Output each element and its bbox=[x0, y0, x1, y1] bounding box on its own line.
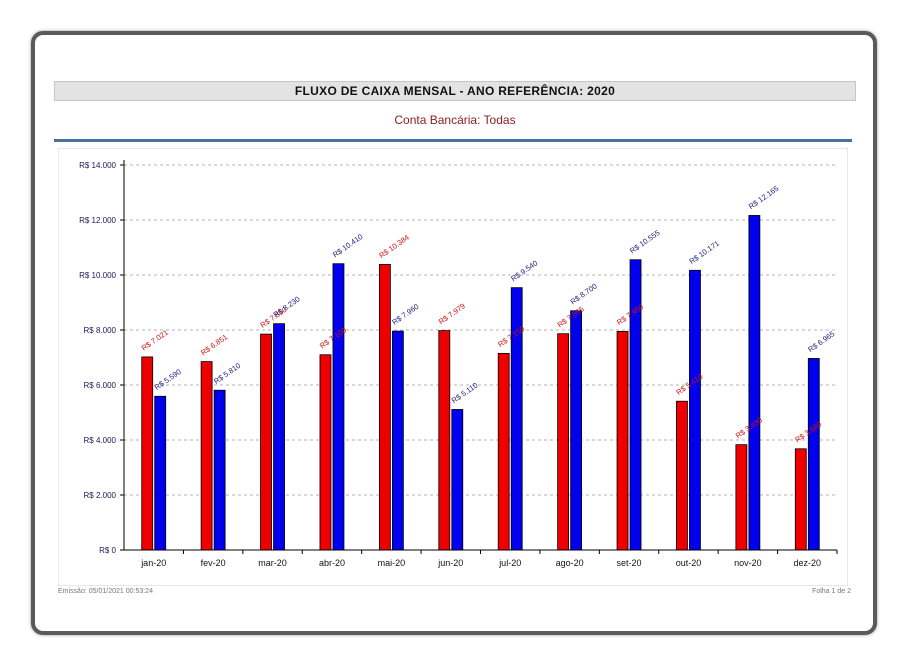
bar-series-1 bbox=[438, 330, 451, 551]
page-number: Folha 1 de 2 bbox=[812, 588, 851, 595]
x-tick-label: ago-20 bbox=[556, 558, 584, 568]
bar-series-2 bbox=[391, 330, 404, 551]
y-tick-label: R$ 14.000 bbox=[79, 161, 116, 170]
emission-timestamp: Emissão: 05/01/2021 00:53:24 bbox=[58, 588, 153, 595]
y-tick-label: R$ 0 bbox=[99, 546, 116, 555]
bar-series-2 bbox=[451, 409, 464, 551]
bar-series-1 bbox=[319, 354, 332, 551]
cash-flow-bar-chart: R$ 0 R$ 2.000 R$ 4.000 R$ 6.000 R$ 8.000 R$ 1… bbox=[58, 148, 848, 586]
x-tick-label: fev-20 bbox=[201, 558, 226, 568]
bar-series-1 bbox=[141, 356, 154, 551]
title-divider bbox=[54, 139, 852, 142]
y-tick-label: R$ 6.000 bbox=[84, 381, 117, 390]
x-tick-label: mai-20 bbox=[378, 558, 406, 568]
x-tick-label: nov-20 bbox=[734, 558, 762, 568]
bar-series-1 bbox=[200, 361, 213, 551]
report-title: FLUXO DE CAIXA MENSAL - ANO REFERÊNCIA: … bbox=[54, 81, 856, 101]
y-tick-label: R$ 4.000 bbox=[84, 436, 117, 445]
bar-series-1 bbox=[735, 444, 748, 551]
x-tick-label: jul-20 bbox=[498, 558, 521, 568]
bar-series-2 bbox=[807, 358, 820, 551]
bar-series-1 bbox=[378, 264, 391, 551]
y-tick-label: R$ 10.000 bbox=[79, 271, 116, 280]
bar-series-2 bbox=[748, 215, 761, 551]
bars bbox=[141, 215, 820, 551]
y-axis: R$ 0 R$ 2.000 R$ 4.000 R$ 6.000 R$ 8.000 R$ 1… bbox=[79, 160, 125, 555]
x-tick-label: out-20 bbox=[676, 558, 702, 568]
grid-lines bbox=[124, 164, 837, 496]
bar-series-1 bbox=[260, 333, 272, 551]
bar-series-1 bbox=[794, 448, 807, 551]
x-tick-label: jun-20 bbox=[437, 558, 463, 568]
x-tick-label: jan-20 bbox=[140, 558, 166, 568]
x-axis: jan-20 fev-20 mar-20 abr-20 mai-20 jun-20 jul-… bbox=[124, 549, 838, 568]
report-subtitle: Conta Bancária: Todas bbox=[394, 113, 516, 127]
bar-series-1 bbox=[616, 330, 629, 551]
x-tick-label: abr-20 bbox=[319, 558, 345, 568]
bar-series-2 bbox=[154, 395, 167, 551]
bar-series-2 bbox=[273, 323, 285, 551]
x-tick-label: dez-20 bbox=[794, 558, 822, 568]
x-tick-label: mar-20 bbox=[258, 558, 287, 568]
bar-series-1 bbox=[497, 352, 510, 551]
y-tick-label: R$ 8.000 bbox=[84, 326, 117, 335]
bar-series-2 bbox=[570, 310, 583, 551]
y-tick-label: R$ 12.000 bbox=[79, 216, 116, 225]
bar-series-2 bbox=[213, 389, 226, 551]
bar-series-2 bbox=[332, 263, 345, 551]
y-tick-label: R$ 2.000 bbox=[84, 491, 117, 500]
bar-series-2 bbox=[689, 269, 701, 551]
bar-series-1 bbox=[557, 333, 570, 551]
bar-series-1 bbox=[676, 400, 688, 551]
x-tick-label: set-20 bbox=[617, 558, 642, 568]
